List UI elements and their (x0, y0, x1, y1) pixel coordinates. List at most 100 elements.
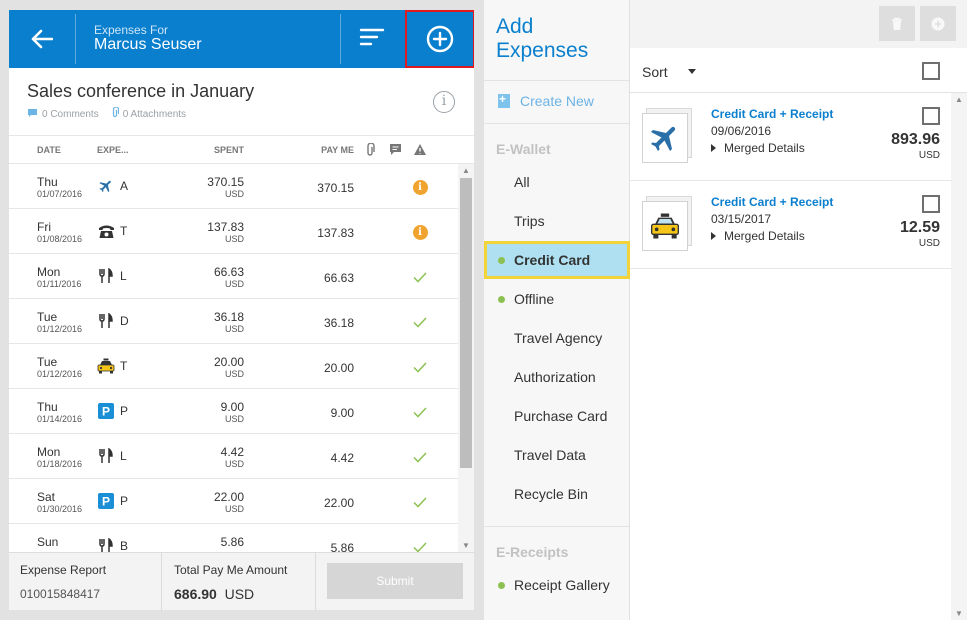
attachments-count[interactable]: 0 Attachments (122, 108, 187, 120)
sort-dropdown-label[interactable]: Sort (642, 64, 668, 80)
nav-item-trips[interactable]: Trips (484, 202, 630, 240)
footer-divider (315, 553, 316, 610)
add-to-report-button[interactable] (920, 6, 956, 41)
transaction-card[interactable]: Credit Card + Receipt 09/06/2016 Merged De… (630, 93, 951, 181)
expense-date: 01/12/2016 (37, 324, 83, 334)
expense-payme: 20.00 (323, 361, 354, 375)
expense-row[interactable]: Mon 01/11/2016 L 66.63 USD 66.63 (9, 254, 458, 299)
scrollbar-thumb[interactable] (460, 178, 472, 468)
expense-date: 01/08/2016 (37, 234, 83, 244)
expense-type: P (120, 494, 129, 508)
nav-item-receipt-gallery[interactable]: Receipt Gallery (484, 566, 630, 604)
submit-button[interactable]: Submit (327, 563, 463, 599)
expense-row[interactable]: Fri 01/08/2016 T 137.83 USD 137.83 i (9, 209, 458, 254)
nav-item-label: All (514, 174, 530, 190)
expense-date: 01/11/2016 (37, 279, 82, 289)
transaction-checkbox[interactable] (922, 107, 940, 125)
add-expense-button[interactable] (405, 10, 474, 68)
back-arrow-icon (31, 29, 53, 49)
expense-row[interactable]: Sat 01/30/2016 P P 22.00 USD 22.00 (9, 479, 458, 524)
right-toolbar (630, 0, 967, 48)
expense-row[interactable]: Thu 01/14/2016 P P 9.00 USD 9.00 (9, 389, 458, 434)
column-expense[interactable]: EXPE... (97, 145, 129, 155)
expense-spent: 370.15 (207, 175, 244, 189)
nav-item-offline[interactable]: Offline (484, 280, 630, 318)
expense-row[interactable]: Sun B 5.86 5.86 (9, 524, 458, 552)
comments-count[interactable]: 0 Comments (42, 108, 99, 120)
merged-details-toggle[interactable]: Merged Details (711, 141, 805, 155)
nav-item-label: Credit Card (514, 252, 591, 268)
sort-button[interactable] (359, 24, 385, 55)
report-title: Sales conference in January (27, 81, 255, 101)
merged-details-label: Merged Details (724, 141, 805, 155)
expense-spent: 5.86 (220, 535, 244, 549)
transaction-checkbox[interactable] (922, 195, 940, 213)
nav-item-recycle-bin[interactable]: Recycle Bin (484, 475, 630, 513)
expense-date: 01/18/2016 (37, 459, 83, 469)
scroll-down-icon[interactable]: ▼ (955, 609, 963, 618)
transaction-title[interactable]: Credit Card + Receipt (711, 195, 834, 209)
expense-payme: 137.83 (317, 226, 354, 240)
transaction-title[interactable]: Credit Card + Receipt (711, 107, 834, 121)
expense-row[interactable]: Tue 01/12/2016 T 20.00 USD 20.00 (9, 344, 458, 389)
footer-divider (161, 553, 162, 610)
expense-payme: 370.15 (317, 181, 354, 195)
header-divider (75, 14, 76, 64)
expense-type: P (120, 404, 129, 418)
nav-item-travel-agency[interactable]: Travel Agency (484, 319, 630, 357)
nav-item-label: Travel Agency (514, 330, 603, 346)
expense-day: Fri (37, 220, 51, 234)
column-spent[interactable]: SPENT (213, 145, 244, 155)
comment-icon (27, 108, 38, 121)
nav-divider (484, 123, 629, 124)
expense-day: Sun (37, 535, 59, 549)
expense-row[interactable]: Tue 01/12/2016 D 36.18 USD 36.18 (9, 299, 458, 344)
column-date[interactable]: DATE (37, 145, 61, 155)
merged-details-label: Merged Details (724, 229, 805, 243)
transaction-currency: USD (918, 150, 940, 161)
merged-details-toggle[interactable]: Merged Details (711, 229, 805, 243)
column-payme[interactable]: PAY ME (321, 145, 354, 155)
expense-date: 01/12/2016 (37, 369, 83, 379)
create-new-button[interactable]: Create New (498, 92, 594, 109)
nav-item-credit-card[interactable]: Credit Card (484, 241, 630, 279)
expense-spent: 4.42 (220, 445, 244, 459)
expense-day: Mon (37, 445, 61, 459)
select-all-checkbox[interactable] (922, 62, 940, 80)
delete-button[interactable] (879, 6, 915, 41)
nav-divider (484, 526, 629, 527)
expense-row[interactable]: Mon 01/18/2016 L 4.42 USD 4.42 (9, 434, 458, 479)
scroll-down-icon[interactable]: ▼ (462, 541, 470, 550)
receipt-thumbnail[interactable] (642, 108, 692, 163)
list-scrollbar[interactable]: ▲ ▼ (951, 93, 967, 620)
credit-card-transactions-panel: Sort Credit Card + Receipt 09/06/2016 Merg… (630, 0, 967, 620)
expense-type: A (120, 179, 129, 193)
taxi-icon (97, 358, 115, 374)
warning-icon (413, 143, 427, 158)
expense-row[interactable]: Thu 01/07/2016 A 370.15 USD 370.15 i (9, 164, 458, 209)
info-icon[interactable]: i (433, 91, 455, 113)
expense-day: Thu (37, 400, 58, 414)
scroll-up-icon[interactable]: ▲ (955, 95, 963, 104)
nav-item-purchase-card[interactable]: Purchase Card (484, 397, 630, 435)
scroll-up-icon[interactable]: ▲ (462, 166, 470, 175)
ereceipts-section-header: E-Receipts (496, 544, 569, 560)
nav-item-label: Purchase Card (514, 408, 608, 424)
expense-payme: 36.18 (323, 316, 354, 330)
expense-currency: USD (224, 504, 244, 514)
add-expenses-nav: Add Expenses Create New E-Wallet All Trip… (484, 0, 630, 620)
nav-item-travel-data[interactable]: Travel Data (484, 436, 630, 474)
create-new-label: Create New (520, 93, 594, 109)
expense-spent: 22.00 (213, 490, 244, 504)
expense-date: 01/30/2016 (37, 504, 83, 514)
back-button[interactable] (9, 10, 75, 68)
expense-currency: USD (224, 369, 244, 379)
transaction-card[interactable]: Credit Card + Receipt 03/15/2017 Merged De… (630, 181, 951, 269)
receipt-thumbnail[interactable] (642, 196, 692, 251)
header-user-name: Marcus Seuser (94, 36, 202, 53)
chevron-down-icon[interactable] (688, 69, 696, 74)
nav-item-all[interactable]: All (484, 163, 630, 201)
parking-icon: P (97, 493, 115, 509)
nav-item-authorization[interactable]: Authorization (484, 358, 630, 396)
table-scrollbar[interactable]: ▲ ▼ (458, 164, 474, 552)
